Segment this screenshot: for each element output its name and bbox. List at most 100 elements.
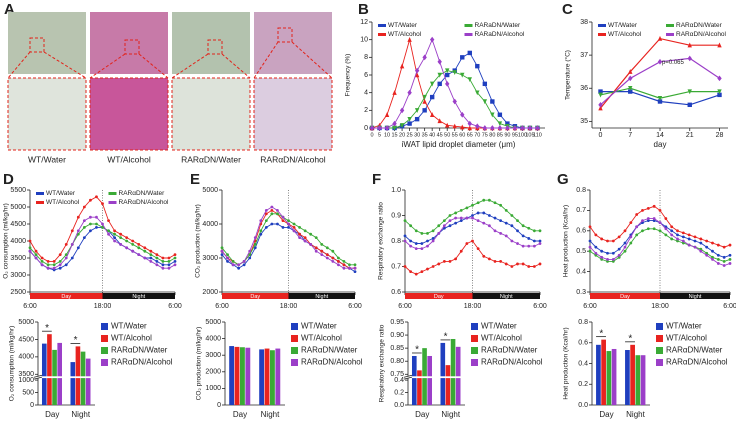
point <box>717 42 722 48</box>
point <box>664 217 668 220</box>
point <box>28 239 32 243</box>
point <box>107 219 110 223</box>
x-tick-label: 70 <box>474 132 480 138</box>
point <box>248 253 252 256</box>
point <box>34 256 38 260</box>
point <box>336 263 340 267</box>
point <box>532 229 536 233</box>
y-tick-label: 0 <box>217 402 221 409</box>
bar <box>445 365 451 405</box>
point <box>113 232 116 236</box>
point <box>538 262 542 266</box>
legend-label: WT/Water <box>301 322 337 331</box>
point <box>454 216 458 220</box>
point <box>414 108 420 113</box>
point <box>465 206 469 210</box>
y-tick-label: 3000 <box>202 255 218 262</box>
point <box>407 37 412 42</box>
point <box>348 263 351 267</box>
point <box>717 75 722 82</box>
point <box>325 246 329 250</box>
point <box>527 125 533 131</box>
point <box>658 209 662 212</box>
point <box>248 256 252 260</box>
point <box>717 92 722 98</box>
point <box>452 98 457 105</box>
point <box>611 260 615 263</box>
point <box>497 125 503 131</box>
point <box>465 242 469 245</box>
legend-swatch <box>101 335 108 342</box>
point <box>46 266 50 270</box>
x-tick-label: 25 <box>407 132 413 138</box>
x-tick-label: 10 <box>384 132 390 138</box>
point <box>705 245 709 249</box>
point <box>237 266 241 270</box>
point <box>512 125 518 131</box>
point <box>538 229 542 233</box>
point <box>722 245 726 249</box>
point <box>437 58 442 65</box>
point <box>617 255 621 259</box>
point <box>107 229 110 233</box>
y-tick-label: 4000 <box>10 238 26 245</box>
point <box>493 201 497 205</box>
point <box>270 212 274 216</box>
point <box>259 219 263 223</box>
x-tick-label: 100 <box>518 132 527 138</box>
point <box>687 42 692 48</box>
point <box>303 229 307 233</box>
x-tick-label: 30 <box>414 132 420 138</box>
point <box>510 214 514 217</box>
point <box>705 251 709 255</box>
point <box>676 237 679 241</box>
y-axis-label: O₂ consumption (ml/kg/hr) <box>3 203 10 279</box>
point <box>493 229 497 233</box>
period-bar <box>288 293 355 299</box>
x-tick-label: 6:00 <box>23 303 37 310</box>
point <box>454 221 458 225</box>
point <box>420 247 424 251</box>
y-tick-label: 4 <box>364 90 368 97</box>
point <box>448 224 452 228</box>
point <box>499 260 503 263</box>
significance: * <box>74 335 78 346</box>
y-tick-label: 5500 <box>10 187 26 194</box>
point <box>658 221 662 225</box>
point <box>521 224 525 228</box>
point <box>167 256 171 260</box>
point <box>242 263 246 267</box>
point <box>516 219 519 223</box>
point <box>520 125 525 131</box>
point <box>353 266 357 270</box>
legend-label: WT/Water <box>388 22 418 29</box>
point <box>699 241 703 245</box>
axis-break-mark <box>33 374 43 380</box>
y-axis-label: Temperature (°C) <box>564 50 572 100</box>
point <box>331 256 335 260</box>
point <box>422 108 427 113</box>
point <box>588 245 592 249</box>
x-tick-label: 80 <box>489 132 495 138</box>
x-tick-label: 21 <box>686 132 694 139</box>
point <box>598 105 603 111</box>
y-tick-label: 3000 <box>205 352 221 359</box>
point <box>149 256 153 260</box>
point <box>490 125 495 131</box>
point <box>161 260 165 263</box>
point <box>292 222 296 226</box>
x-tick-label: 6:00 <box>215 303 229 310</box>
point <box>641 219 644 223</box>
y-tick-label: 4500 <box>18 336 34 343</box>
point <box>670 233 674 237</box>
x-tick-label: Day <box>45 410 59 419</box>
point <box>532 265 536 268</box>
image-label: RARαDN/Alcohol <box>260 154 325 164</box>
point <box>475 63 480 69</box>
y-tick-label: 5000 <box>202 187 218 194</box>
point <box>270 222 274 226</box>
point <box>107 232 110 236</box>
bar <box>229 346 235 405</box>
period-bar <box>30 293 103 299</box>
point <box>437 224 441 228</box>
